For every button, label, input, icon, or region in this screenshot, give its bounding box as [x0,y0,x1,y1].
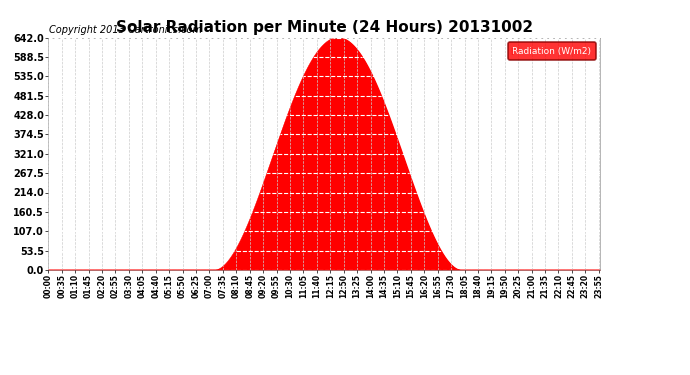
Text: Copyright 2013 Cartronics.com: Copyright 2013 Cartronics.com [49,25,202,35]
Legend: Radiation (W/m2): Radiation (W/m2) [508,42,595,60]
Title: Solar Radiation per Minute (24 Hours) 20131002: Solar Radiation per Minute (24 Hours) 20… [116,20,533,35]
